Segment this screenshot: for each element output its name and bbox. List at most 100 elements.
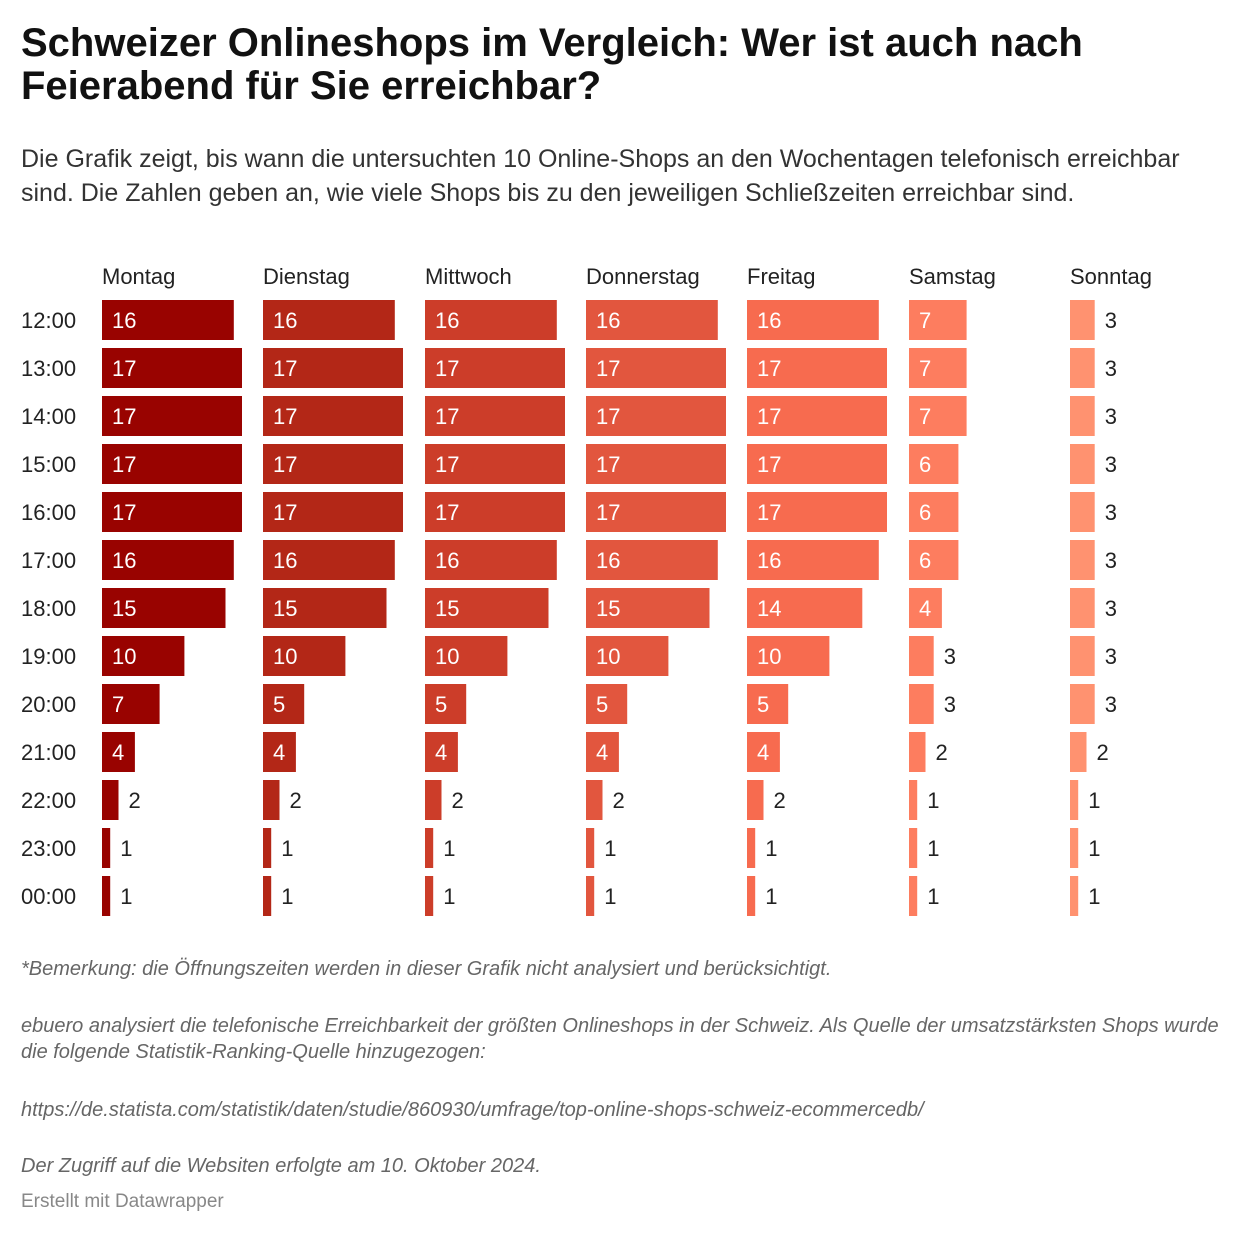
bar [909,828,918,868]
data-label: 17 [112,500,136,525]
data-label: 4 [273,740,285,765]
bar [1070,492,1095,532]
bar [747,636,830,676]
bar [909,684,934,724]
bar [263,348,403,388]
bar [586,300,718,340]
bar [425,492,565,532]
day-header: Sonntag [1070,264,1152,289]
row-label: 21:00 [21,740,76,765]
data-label: 7 [919,356,931,381]
data-label: 6 [919,500,931,525]
data-label: 16 [273,548,297,573]
bar [263,396,403,436]
day-header: Montag [102,264,175,289]
bar [425,636,508,676]
data-label: 16 [112,548,136,573]
bar [747,588,863,628]
bar [909,540,959,580]
bar [263,300,395,340]
data-label: 14 [757,596,781,621]
day-header: Donnerstag [586,264,700,289]
remark-note: *Bemerkung: die Öffnungszeiten werden in… [21,958,832,980]
bar [102,396,242,436]
bar [102,348,242,388]
bar [747,300,879,340]
data-label: 10 [757,644,781,669]
bar [586,876,595,916]
bar [102,876,111,916]
bar [1070,636,1095,676]
bar [1070,396,1095,436]
bar [747,396,887,436]
bar [102,828,111,868]
data-label: 7 [112,692,124,717]
data-label: 17 [757,452,781,477]
data-label: 16 [757,308,781,333]
data-label: 1 [604,884,616,909]
row-label: 22:00 [21,788,76,813]
bar [747,540,879,580]
bar [102,732,135,772]
bar [586,396,726,436]
data-label: 15 [596,596,620,621]
data-label: 17 [273,500,297,525]
bar [1070,876,1079,916]
bar [1070,732,1087,772]
source-url: https://de.statista.com/statistik/daten/… [21,1099,924,1121]
data-label: 17 [596,500,620,525]
day-header: Mittwoch [425,264,512,289]
data-label: 1 [927,788,939,813]
data-label: 3 [1105,404,1117,429]
bar [586,780,603,820]
row-label: 16:00 [21,500,76,525]
bar [263,828,272,868]
bar [909,444,959,484]
bar [586,684,628,724]
row-label: 13:00 [21,356,76,381]
bar [1070,300,1095,340]
bar [263,588,387,628]
data-label: 4 [919,596,931,621]
bar [747,780,764,820]
chart-title: Schweizer Onlineshops im Vergleich: Wer … [21,21,1083,108]
bar [102,636,185,676]
data-label: 2 [451,788,463,813]
data-label: 17 [273,356,297,381]
bar [586,540,718,580]
row-label: 14:00 [21,404,76,429]
bar [263,492,403,532]
data-label: 17 [273,452,297,477]
row-label: 17:00 [21,548,76,573]
day-header: Samstag [909,264,996,289]
bar [909,300,967,340]
bar [586,492,726,532]
bar [425,588,549,628]
bar [425,300,557,340]
bar [263,732,296,772]
data-label: 1 [1088,884,1100,909]
bar [747,492,887,532]
bar [102,684,160,724]
data-label: 5 [435,692,447,717]
data-label: 17 [757,500,781,525]
data-label: 10 [112,644,136,669]
data-label: 16 [435,548,459,573]
small-multiples-bar-chart: 12:00 13:00 14:00 15:00 16:00 17:00 18:00 19:00… [21,264,1152,916]
bar [909,732,926,772]
bar [586,732,619,772]
data-label: 17 [435,500,459,525]
data-label: 7 [919,404,931,429]
data-label: 17 [757,404,781,429]
data-label: 16 [596,308,620,333]
row-label: 12:00 [21,308,76,333]
bar [909,396,967,436]
data-label: 16 [757,548,781,573]
data-label: 1 [604,836,616,861]
data-label: 17 [596,452,620,477]
data-label: 1 [443,836,455,861]
day-header: Freitag [747,264,815,289]
bar [425,444,565,484]
bar [909,636,934,676]
data-label: 3 [1105,692,1117,717]
